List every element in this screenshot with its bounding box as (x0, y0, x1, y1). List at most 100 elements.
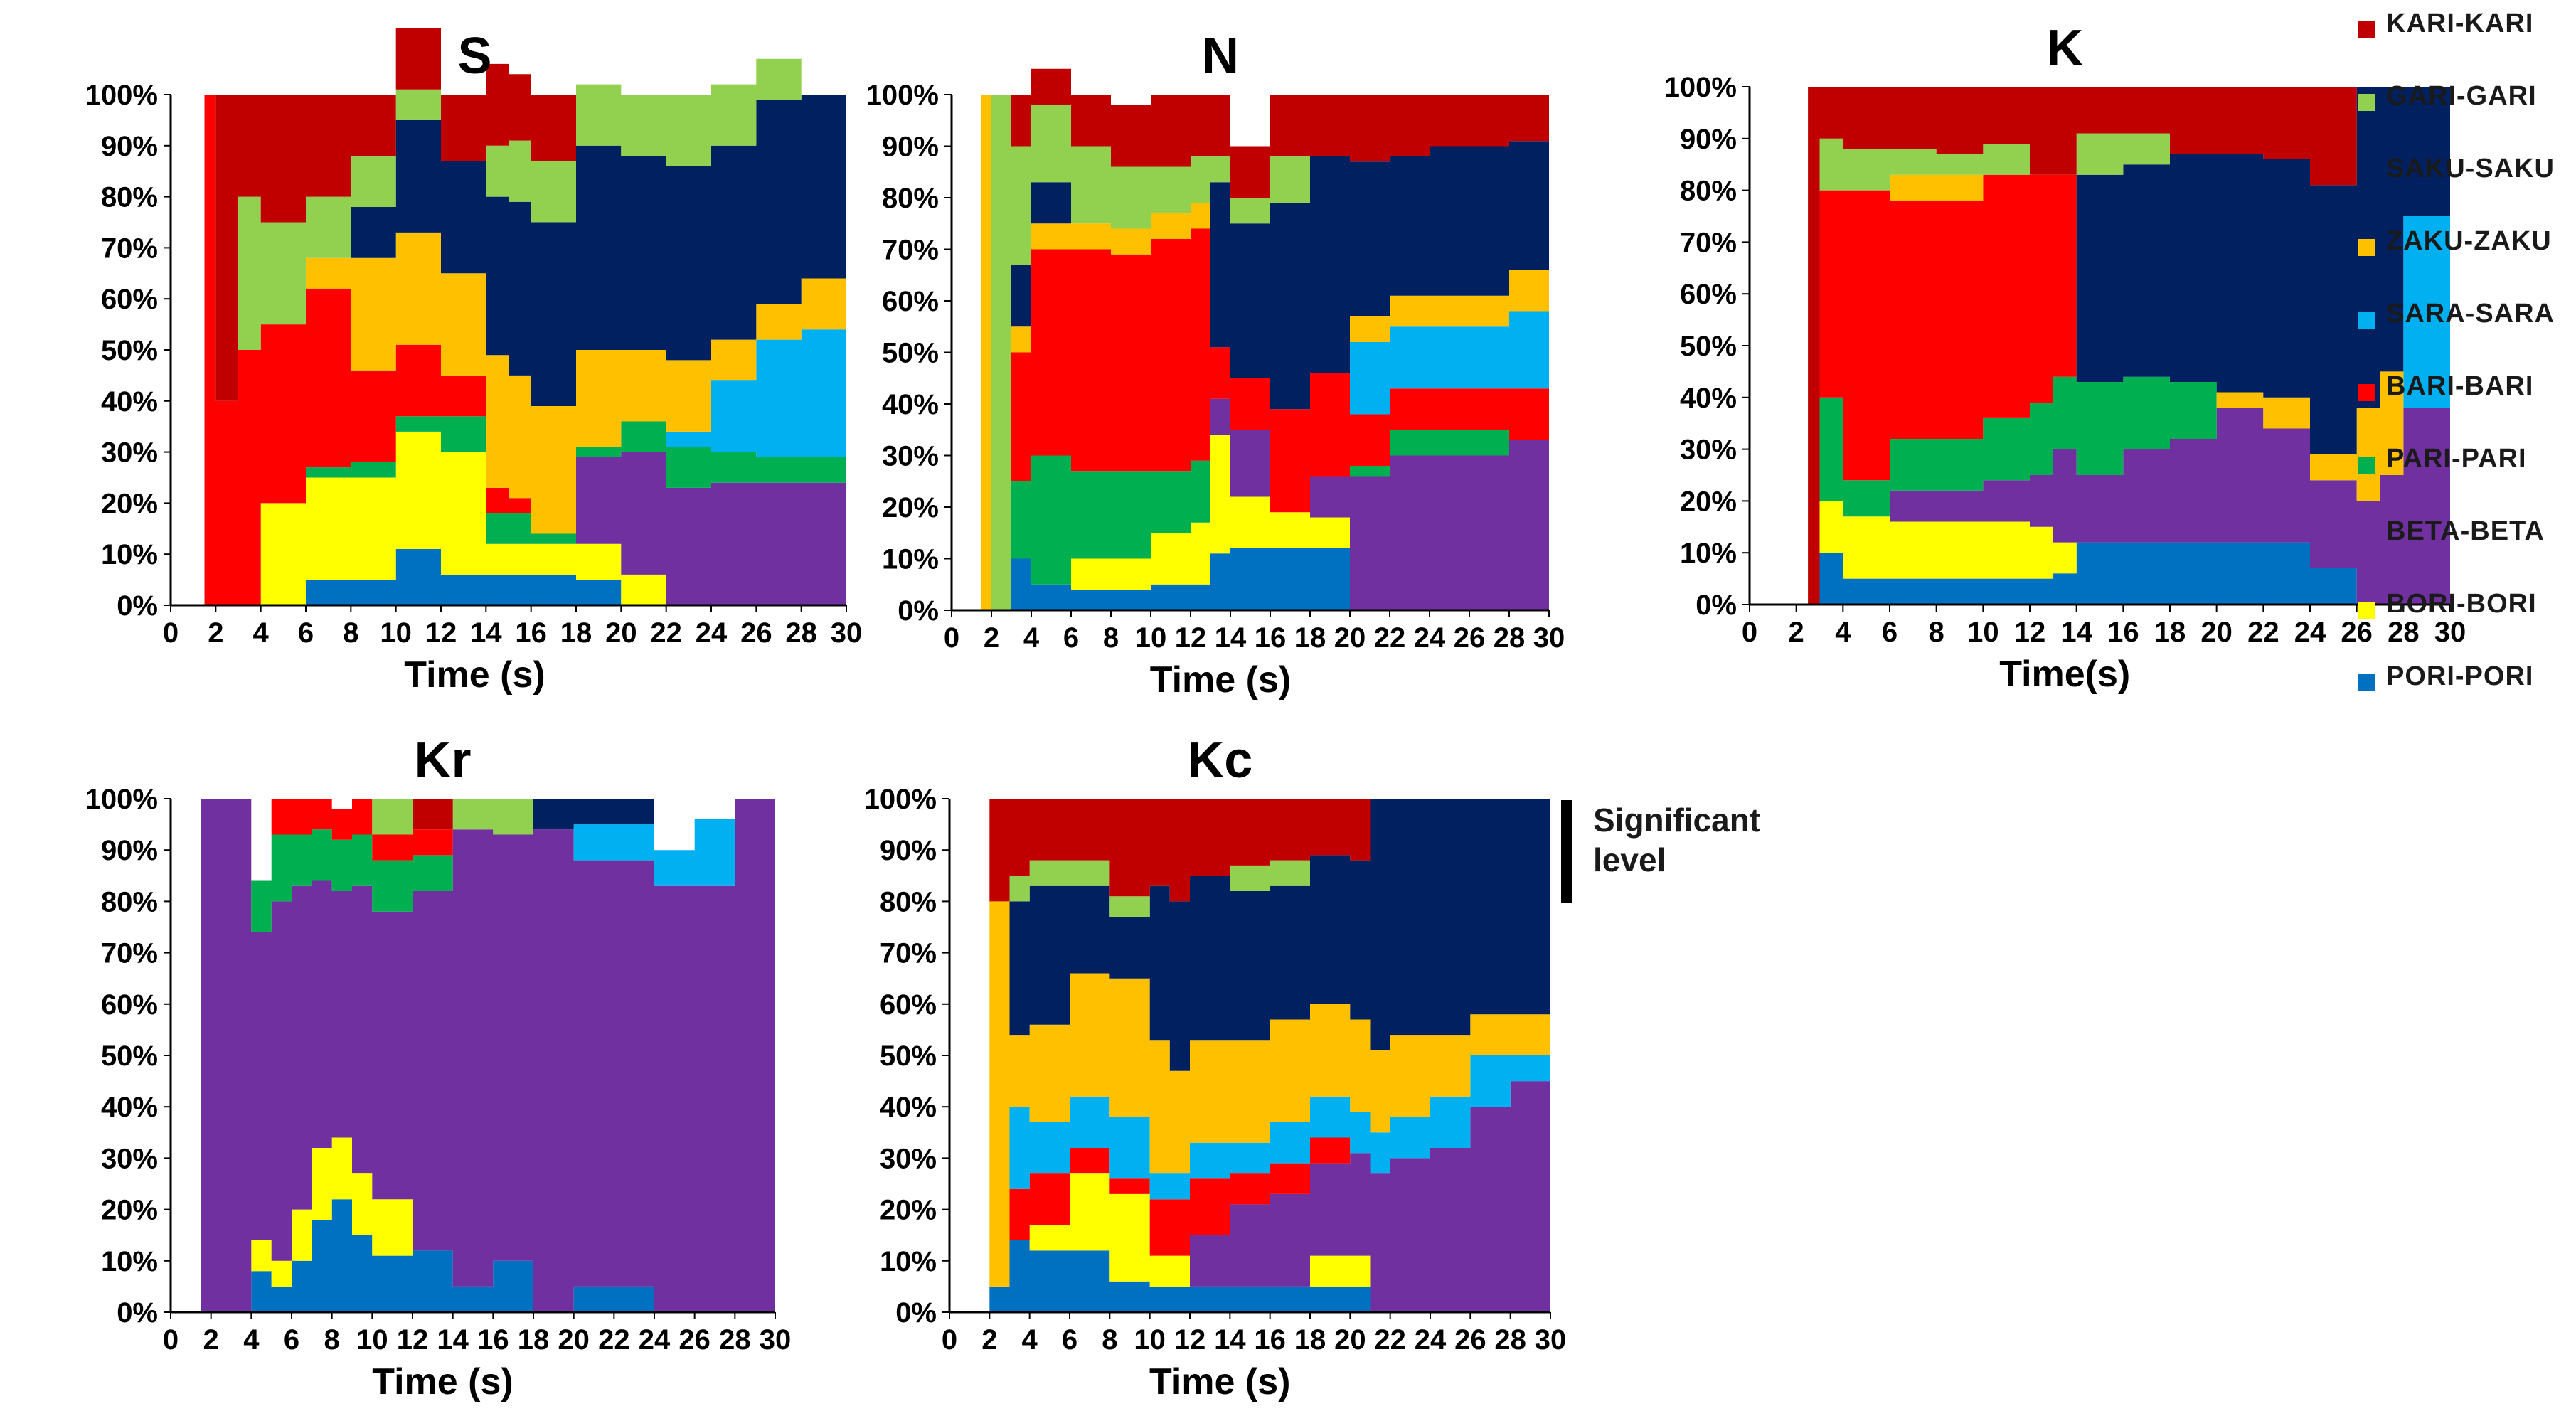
x-tick-label-n: 6 (1063, 622, 1079, 654)
y-tick-label-s: 60% (101, 284, 158, 315)
y-tick-label-kc: 70% (880, 938, 937, 969)
area-s-saku-saku (204, 95, 846, 406)
y-tick-label-kr: 90% (101, 835, 158, 866)
y-tick-label-k: 0% (1696, 590, 1737, 621)
chart-title-kc: Kc (1187, 732, 1252, 789)
y-tick-label-kc: 10% (880, 1246, 937, 1277)
y-tick-label-k: 20% (1680, 486, 1737, 517)
y-tick-label-n: 40% (882, 389, 939, 420)
x-tick-label-k: 8 (1929, 617, 1944, 648)
y-tick-label-n: 20% (882, 492, 939, 523)
legend-swatch-bari-bari (2358, 384, 2375, 401)
x-tick-label-kr: 24 (639, 1324, 671, 1356)
y-tick-label-kr: 30% (101, 1143, 158, 1174)
x-tick-label-kc: 16 (1254, 1324, 1286, 1356)
chart-n: 0%10%20%30%40%50%60%70%80%90%100%0 2 4 6 8 10… (866, 28, 1565, 701)
y-tick-label-kc: 90% (880, 835, 937, 866)
x-tick-label-kr: 12 (397, 1324, 429, 1356)
area-kc-saku-saku (979, 799, 1550, 1312)
y-tick-label-kr: 0% (117, 1297, 158, 1329)
y-tick-label-kr: 10% (101, 1246, 158, 1277)
y-tick-label-s: 90% (101, 131, 158, 162)
area-s-bori-bori (204, 431, 846, 605)
legend-label-bori-bori: BORI-BORI (2386, 589, 2537, 619)
x-tick-label-s: 2 (208, 617, 223, 649)
x-tick-label-k: 26 (2341, 617, 2373, 648)
area-k-pari-pari (1808, 376, 2450, 605)
x-tick-label-kc: 28 (1494, 1324, 1526, 1356)
y-tick-label-kr: 70% (101, 938, 158, 969)
x-tick-label-s: 16 (515, 617, 547, 649)
y-tick-label-s: 80% (101, 182, 158, 213)
x-axis-label-n: Time (s) (1150, 659, 1291, 701)
x-tick-label-kc: 12 (1174, 1324, 1206, 1356)
x-tick-label-kr: 0 (163, 1324, 179, 1356)
area-s-beta-beta (204, 431, 846, 605)
area-kr-saku-saku (201, 799, 775, 881)
y-tick-label-k: 10% (1680, 538, 1737, 569)
x-tick-label-s: 4 (253, 617, 270, 649)
x-tick-label-kr: 28 (719, 1324, 751, 1356)
y-tick-label-n: 0% (898, 595, 939, 627)
chart-title-n: N (1202, 28, 1239, 85)
y-tick-label-n: 30% (882, 441, 939, 472)
y-tick-label-s: 50% (101, 335, 158, 366)
y-tick-label-kc: 0% (895, 1297, 937, 1329)
x-tick-label-s: 26 (740, 617, 772, 649)
area-n-kari-kari (981, 68, 1549, 198)
x-tick-label-k: 18 (2154, 617, 2186, 648)
y-tick-label-kr: 80% (101, 886, 158, 917)
x-tick-label-s: 28 (785, 617, 817, 649)
x-tick-label-kr: 22 (598, 1324, 630, 1356)
y-tick-label-kc: 20% (880, 1195, 937, 1226)
x-tick-label-n: 22 (1374, 622, 1406, 654)
x-tick-label-k: 20 (2200, 617, 2232, 648)
area-kr-beta-beta (201, 799, 775, 1312)
area-s-zaku-zaku (204, 95, 846, 534)
x-tick-label-s: 12 (425, 617, 457, 649)
x-tick-label-k: 24 (2294, 617, 2326, 648)
x-tick-label-kr: 26 (678, 1324, 710, 1356)
area-s-pori-pori (204, 549, 846, 605)
legend-swatch-kari-kari (2358, 21, 2375, 38)
x-tick-label-k: 16 (2107, 617, 2139, 648)
x-tick-label-k: 22 (2247, 617, 2279, 648)
area-s-bari-bari (204, 95, 846, 605)
x-tick-label-k: 28 (2388, 617, 2420, 648)
area-kc-kari-kari (979, 799, 1550, 1312)
x-tick-label-k: 12 (2014, 617, 2046, 648)
x-tick-label-n: 28 (1494, 622, 1526, 654)
area-kc-bari-bari (979, 1029, 1550, 1312)
y-tick-label-s: 40% (101, 386, 158, 417)
area-n-bori-bori (981, 435, 1549, 610)
x-tick-label-kr: 8 (324, 1324, 340, 1356)
x-tick-label-n: 0 (944, 622, 959, 654)
x-tick-label-kc: 26 (1454, 1324, 1486, 1356)
y-tick-label-k: 100% (1664, 72, 1737, 103)
y-tick-label-k: 40% (1680, 383, 1737, 414)
chart-title-kr: Kr (414, 732, 471, 789)
area-kc-zaku-zaku (979, 901, 1550, 1312)
x-tick-label-n: 16 (1255, 622, 1287, 654)
x-tick-label-n: 2 (984, 622, 999, 654)
area-kc-sara-sara (979, 999, 1550, 1312)
x-tick-label-k: 30 (2434, 617, 2466, 648)
area-k-kari-kari (1808, 87, 2450, 605)
y-tick-label-kr: 60% (101, 989, 158, 1021)
x-tick-label-n: 4 (1023, 622, 1040, 654)
x-tick-label-kc: 6 (1062, 1324, 1077, 1356)
x-tick-label-kr: 14 (437, 1324, 469, 1356)
y-tick-label-kr: 50% (101, 1041, 158, 1072)
x-tick-label-n: 18 (1294, 622, 1326, 654)
area-s-kari-kari (204, 28, 846, 401)
x-axis-label-kc: Time (s) (1149, 1361, 1290, 1403)
y-tick-label-k: 60% (1680, 279, 1737, 310)
area-kc-pori-pori (979, 1240, 1550, 1312)
x-tick-label-kr: 20 (558, 1324, 590, 1356)
x-axis-label-s: Time (s) (404, 654, 545, 696)
x-tick-label-n: 8 (1103, 622, 1119, 654)
x-tick-label-kc: 2 (981, 1324, 997, 1356)
area-kc-bori-bori (979, 1173, 1550, 1312)
legend-label-kari-kari: KARI-KARI (2386, 9, 2534, 38)
legend-swatch-beta-beta (2358, 529, 2375, 546)
